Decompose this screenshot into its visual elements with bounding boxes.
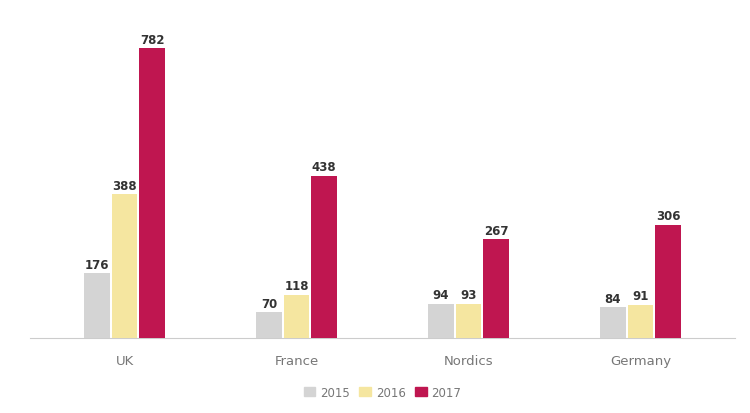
Bar	[284, 295, 309, 339]
Text: 388: 388	[112, 179, 137, 192]
Bar	[483, 240, 508, 339]
Text: 84: 84	[604, 292, 621, 305]
Bar	[112, 195, 137, 339]
Text: 70: 70	[261, 297, 278, 310]
Text: 176: 176	[85, 258, 109, 271]
Text: 267: 267	[484, 224, 508, 237]
Bar	[656, 225, 680, 339]
Bar	[85, 273, 109, 339]
Text: 93: 93	[460, 289, 477, 301]
Bar	[311, 176, 337, 339]
Bar	[456, 304, 482, 339]
Bar	[628, 305, 653, 339]
Text: 94: 94	[433, 288, 449, 301]
Text: 306: 306	[656, 210, 680, 223]
Text: 91: 91	[632, 290, 649, 302]
Legend: 2015, 2016, 2017: 2015, 2016, 2017	[298, 381, 466, 404]
Bar	[600, 308, 625, 339]
Text: 438: 438	[312, 161, 336, 174]
Bar	[140, 49, 165, 339]
Bar	[428, 304, 454, 339]
Text: 782: 782	[140, 33, 164, 47]
Text: 118: 118	[284, 280, 309, 292]
Bar	[256, 313, 282, 339]
